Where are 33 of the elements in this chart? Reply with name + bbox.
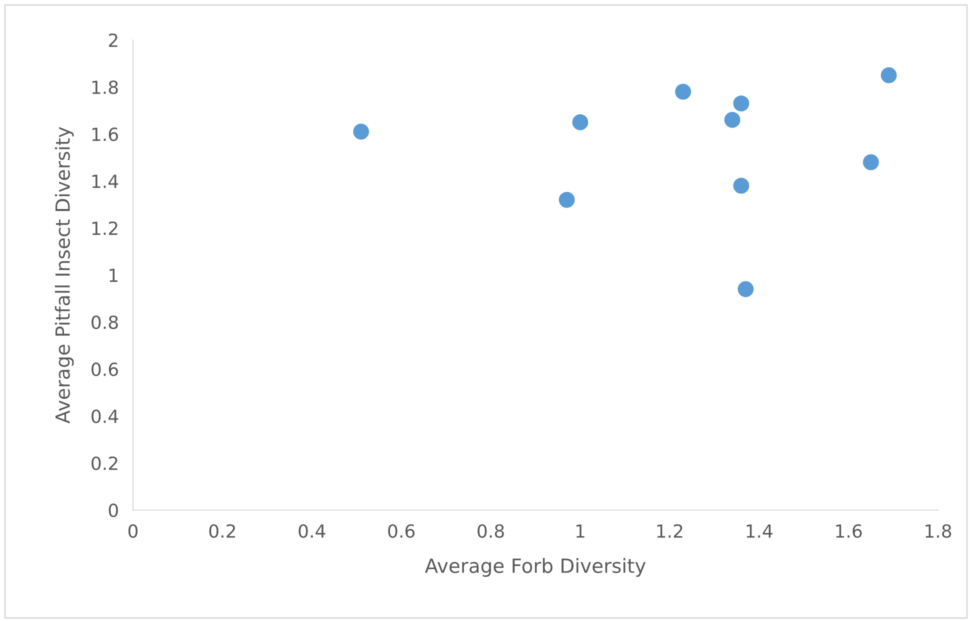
y-tick-label: 0.6 [92, 362, 118, 376]
x-tick-label: 0.2 [209, 524, 235, 538]
y-tick-label: 1 [110, 268, 118, 282]
x-tick-label: 0.6 [388, 524, 415, 538]
point [572, 114, 588, 130]
point [675, 84, 692, 100]
point [724, 112, 740, 128]
point [353, 124, 370, 140]
point [738, 281, 754, 298]
x-axis-title: Average Forb Diversity [424, 558, 646, 577]
y-tick-label: 0.2 [92, 456, 118, 470]
x-tick-label: 1.6 [836, 524, 862, 538]
point [862, 154, 879, 170]
x-tick-label: 0.8 [478, 524, 504, 538]
y-tick-label: 1.2 [92, 221, 118, 235]
y-tick-label: 0.4 [92, 409, 118, 424]
y-tick-label: 1.8 [92, 80, 118, 94]
y-tick-label: 1.4 [92, 174, 118, 188]
point [558, 192, 575, 208]
x-tick-label: 1.4 [746, 524, 772, 538]
x-tick-label: 1.8 [926, 524, 952, 538]
y-tick-label: 1.6 [92, 127, 118, 142]
x-tick-label: 1.2 [657, 524, 682, 538]
x-tick-label: 0.4 [298, 524, 326, 538]
y-tick-label: 2 [108, 33, 118, 47]
point [733, 95, 750, 112]
point [733, 178, 750, 194]
point [880, 67, 897, 84]
y-axis-title: Average Pitfall Insect Diversity [54, 126, 74, 424]
y-tick-label: 0.8 [92, 315, 118, 330]
x-tick-label: 0 [128, 524, 138, 538]
x-tick-label: 1 [576, 524, 584, 538]
y-tick-label: 0 [108, 503, 118, 518]
